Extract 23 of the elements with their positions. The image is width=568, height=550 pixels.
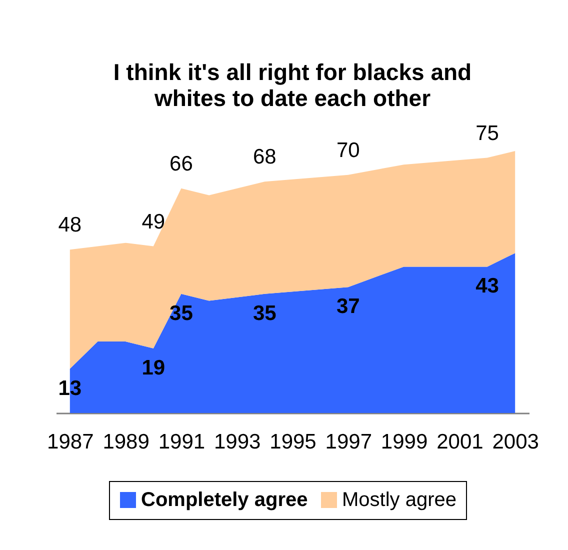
x-tick-label: 1999 xyxy=(380,430,428,454)
data-label: 35 xyxy=(170,302,194,325)
legend-label: Mostly agree xyxy=(342,489,456,511)
total-label: 75 xyxy=(476,122,499,145)
total-label: 49 xyxy=(142,210,166,234)
data-label: 19 xyxy=(142,356,166,380)
x-tick-label: 1989 xyxy=(102,430,150,454)
total-label: 48 xyxy=(58,214,82,237)
x-tick-label: 2001 xyxy=(436,430,484,454)
x-tick-label: 1993 xyxy=(214,430,261,454)
x-tick-label: 1991 xyxy=(158,430,206,454)
total-label: 66 xyxy=(170,152,193,176)
legend-label: Completely agree xyxy=(141,489,308,511)
x-tick-label: 2003 xyxy=(492,430,539,454)
data-label: 43 xyxy=(476,274,499,298)
chart-title: I think it's all right for blacks and whites to date each other xyxy=(113,58,472,111)
total-label: 68 xyxy=(252,146,276,169)
data-label: 35 xyxy=(252,302,277,325)
total-label: 70 xyxy=(336,138,360,162)
x-tick-label: 1987 xyxy=(47,430,94,454)
data-label: 37 xyxy=(336,295,360,318)
x-tick-label: 1997 xyxy=(325,430,372,454)
x-tick-label: 1995 xyxy=(270,430,316,454)
